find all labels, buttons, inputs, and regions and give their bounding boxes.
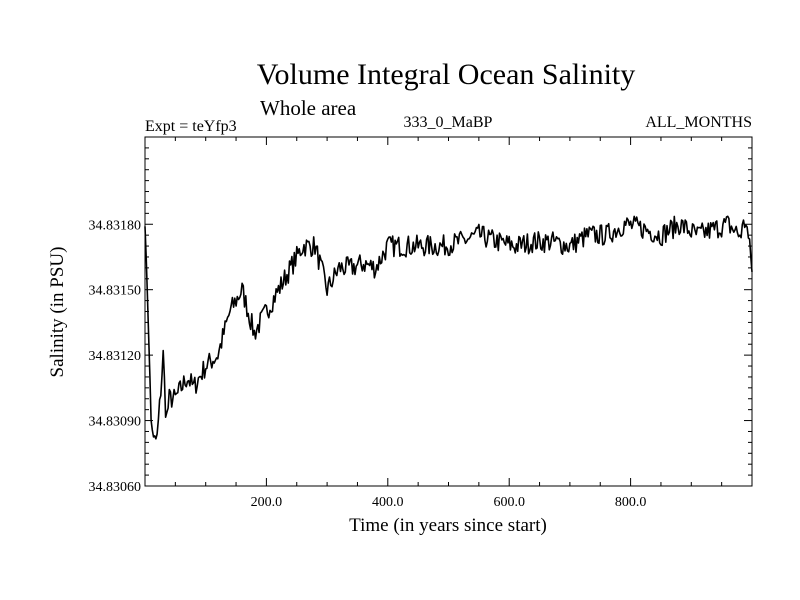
run-id-label: 333_0_MaBP	[404, 114, 493, 131]
y-tick-label: 34.83120	[89, 349, 142, 364]
y-tick-label: 34.83180	[89, 218, 142, 233]
y-tick-label: 34.83060	[89, 480, 142, 495]
x-tick-label: 800.0	[615, 495, 647, 510]
y-tick-label: 34.83090	[89, 415, 142, 430]
axis-ticks	[145, 137, 752, 486]
months-label: ALL_MONTHS	[645, 114, 752, 131]
chart-title: Volume Integral Ocean Salinity	[257, 58, 636, 91]
y-tick-labels: 34.83060 34.83090 34.83120 34.83150 34.83180	[89, 218, 142, 495]
x-tick-label: 600.0	[493, 495, 525, 510]
x-axis-label: Time (in years since start)	[349, 515, 547, 536]
x-tick-label: 200.0	[251, 495, 283, 510]
salinity-series-line	[144, 215, 753, 440]
x-tick-label: 400.0	[372, 495, 404, 510]
plot-frame	[144, 136, 753, 487]
x-tick-labels: 200.0 400.0 600.0 800.0	[251, 495, 647, 510]
y-axis-label: Salinity (in PSU)	[47, 247, 68, 378]
y-tick-label: 34.83150	[89, 284, 142, 299]
chart-subtitle: Whole area	[260, 96, 357, 120]
experiment-label: Expt = teYfp3	[145, 118, 237, 135]
